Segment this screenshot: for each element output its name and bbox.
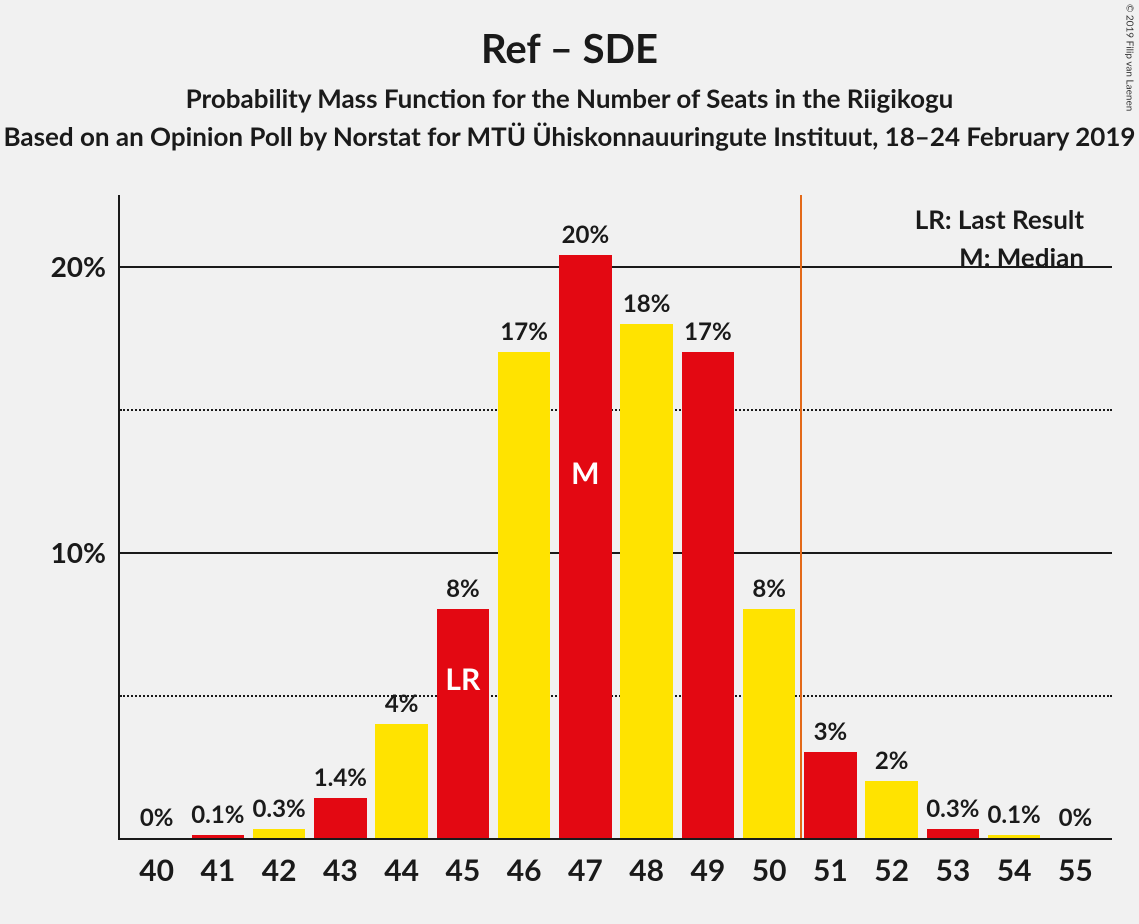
bar [804, 752, 857, 838]
legend: LR: Last Result M: Median [915, 203, 1084, 279]
x-axis-label: 55 [1058, 838, 1093, 888]
bar [620, 324, 673, 838]
chart-title: Ref – SDE [0, 0, 1139, 72]
bar-value-label: 17% [500, 317, 548, 346]
bar [253, 829, 306, 838]
x-axis-label: 53 [935, 838, 970, 888]
bar [498, 352, 551, 838]
bar [375, 724, 428, 838]
pmf-chart: 20%10% 0%400.1%410.3%421.4%434%44LR8%451… [118, 195, 1112, 840]
bar-slot: 8%50 [739, 195, 800, 838]
bar [682, 352, 735, 838]
bar-value-label: 1.4% [314, 763, 367, 792]
bar-slot: 18%48 [616, 195, 677, 838]
x-axis-label: 45 [445, 838, 480, 888]
x-axis-label: 49 [690, 838, 725, 888]
bars-container: 0%400.1%410.3%421.4%434%44LR8%4517%46M20… [120, 195, 1112, 838]
bar-value-label: 18% [623, 289, 671, 318]
bar [865, 781, 918, 838]
bar-slot: 2%52 [861, 195, 922, 838]
x-axis-label: 47 [568, 838, 603, 888]
x-axis-label: 43 [323, 838, 358, 888]
bar [743, 609, 796, 838]
bar-slot: LR8%45 [432, 195, 493, 838]
bar [927, 829, 980, 838]
bar-slot: 1.4%43 [310, 195, 371, 838]
bar-slot: 0.1%41 [187, 195, 248, 838]
x-axis-label: 48 [629, 838, 664, 888]
bar-marker-label: LR [445, 661, 480, 697]
bar-marker-label: M [571, 455, 599, 491]
bar: LR [437, 609, 490, 838]
bar-slot: 0.3%42 [249, 195, 310, 838]
bar-slot: 0.1%54 [984, 195, 1045, 838]
bar-value-label: 0% [140, 803, 174, 832]
majority-line [800, 195, 802, 838]
copyright-notice: © 2019 Filip van Laenen [1123, 4, 1135, 111]
x-axis-label: 46 [507, 838, 542, 888]
bar-slot: M20%47 [555, 195, 616, 838]
x-axis-label: 54 [997, 838, 1032, 888]
bar-slot: 17%49 [677, 195, 738, 838]
bar-value-label: 4% [385, 689, 419, 718]
bar-slot: 0%55 [1045, 195, 1106, 838]
bar-slot: 4%44 [371, 195, 432, 838]
x-axis-label: 42 [262, 838, 297, 888]
x-axis-label: 41 [200, 838, 235, 888]
bar-value-label: 0% [1059, 803, 1093, 832]
legend-lr: LR: Last Result [915, 203, 1084, 235]
bar-value-label: 8% [446, 574, 480, 603]
bar [314, 798, 367, 838]
x-axis-label: 51 [813, 838, 848, 888]
y-axis-label: 20% [51, 249, 120, 283]
bar-value-label: 0.1% [988, 800, 1041, 829]
bar-value-label: 0.3% [253, 794, 306, 823]
chart-subtitle2: Based on an Opinion Poll by Norstat for … [0, 120, 1139, 152]
bar-value-label: 0.1% [191, 800, 244, 829]
x-axis-label: 50 [752, 838, 787, 888]
bar-value-label: 20% [562, 220, 610, 249]
bar-slot: 17%46 [494, 195, 555, 838]
y-axis-label: 10% [51, 535, 120, 569]
bar-value-label: 0.3% [926, 794, 979, 823]
x-axis-label: 44 [384, 838, 419, 888]
bar: M [559, 255, 612, 838]
x-axis-label: 52 [874, 838, 909, 888]
bar-slot: 0.3%53 [922, 195, 983, 838]
chart-subtitle: Probability Mass Function for the Number… [0, 82, 1139, 114]
bar-value-label: 8% [752, 574, 786, 603]
x-axis-label: 40 [139, 838, 174, 888]
bar-value-label: 17% [684, 317, 732, 346]
plot-area: 20%10% 0%400.1%410.3%421.4%434%44LR8%451… [118, 195, 1112, 840]
legend-m: M: Median [915, 241, 1084, 273]
bar-slot: 0%40 [126, 195, 187, 838]
bar-slot: 3%51 [800, 195, 861, 838]
bar-value-label: 3% [814, 717, 848, 746]
bar-value-label: 2% [875, 746, 909, 775]
